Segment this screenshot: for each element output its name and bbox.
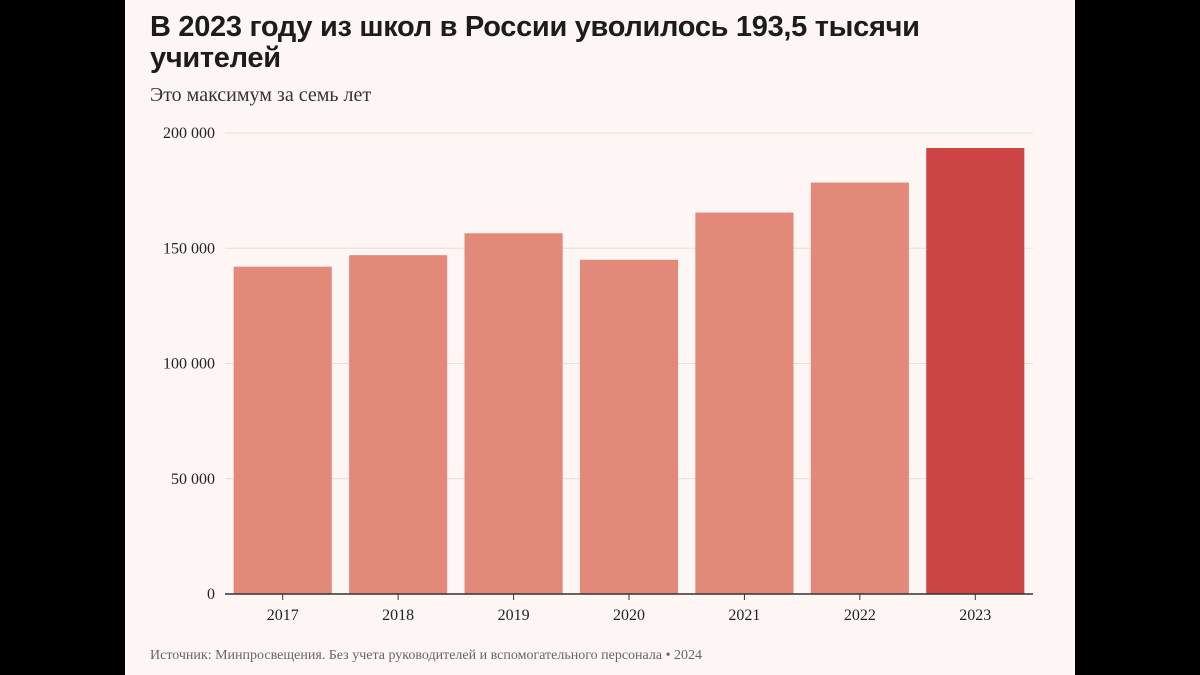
y-tick-label: 100 000 bbox=[163, 356, 215, 373]
chart-panel: В 2023 году из школ в России уволилось 1… bbox=[125, 0, 1075, 675]
y-tick-label: 0 bbox=[207, 586, 215, 603]
bar bbox=[926, 147, 1025, 595]
x-tick-label: 2021 bbox=[728, 607, 760, 624]
y-tick-label: 200 000 bbox=[163, 125, 215, 142]
bar-chart: 0 50 000 100 000 150 000 200 000 2017 2018 2019… bbox=[163, 125, 1033, 624]
x-tick-label: 2017 bbox=[267, 607, 299, 624]
bar bbox=[464, 233, 563, 594]
bar bbox=[695, 212, 794, 594]
x-tick-label: 2022 bbox=[844, 607, 876, 624]
chart-subtitle: Это максимум за семь лет bbox=[150, 84, 372, 106]
x-tick-label: 2020 bbox=[613, 607, 645, 624]
x-tick-label: 2018 bbox=[382, 607, 414, 624]
x-tick-label: 2023 bbox=[959, 607, 991, 624]
y-tick-label: 150 000 bbox=[163, 240, 215, 257]
y-tick-label: 50 000 bbox=[171, 471, 215, 488]
bar bbox=[233, 266, 332, 594]
bar bbox=[579, 259, 679, 594]
x-tick-label: 2019 bbox=[498, 607, 530, 624]
source-note: Источник: Минпросвещения. Без учета руко… bbox=[150, 648, 702, 663]
bar bbox=[349, 255, 448, 595]
chart-title: В 2023 году из школ в России уволилось 1… bbox=[150, 11, 920, 74]
bar bbox=[810, 182, 909, 594]
